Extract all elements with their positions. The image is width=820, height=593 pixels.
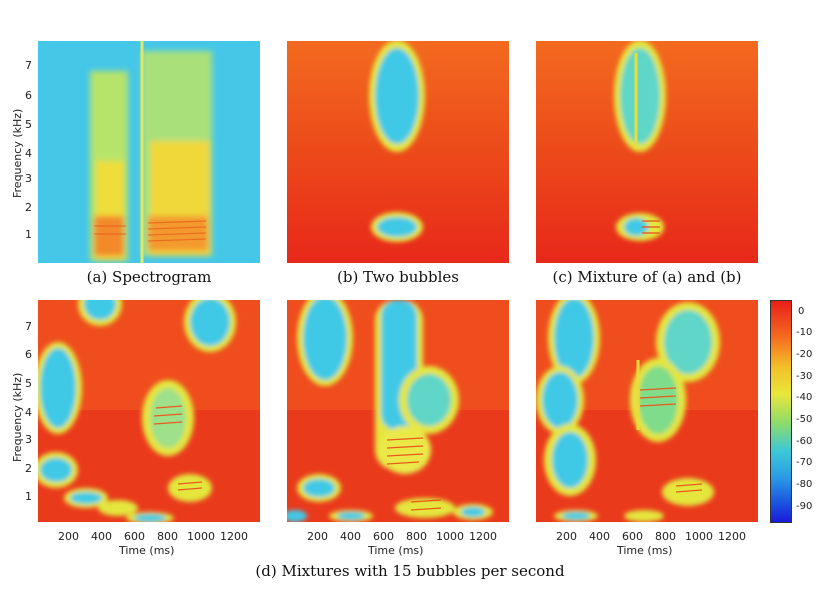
xtick-800-d1: 800 bbox=[157, 530, 178, 543]
y-axis-label-bottom: Frequency (kHz) bbox=[11, 372, 24, 462]
x-axis-label-d1: Time (ms) bbox=[119, 544, 175, 557]
caption-c: (c) Mixture of (a) and (b) bbox=[552, 268, 742, 286]
caption-b: (b) Two bubbles bbox=[336, 268, 460, 286]
xtick-1200-d1: 1200 bbox=[220, 530, 248, 543]
xtick-1000-d2: 1000 bbox=[436, 530, 464, 543]
x-axis-label-d3: Time (ms) bbox=[617, 544, 673, 557]
ytick-1-bottom: 1 bbox=[25, 490, 32, 503]
cbtick-40: -40 bbox=[796, 392, 813, 403]
cbtick-20: -20 bbox=[796, 349, 813, 360]
ytick-1-top: 1 bbox=[25, 228, 32, 241]
xtick-1200-d3: 1200 bbox=[718, 530, 746, 543]
ytick-5-bottom: 5 bbox=[25, 377, 32, 390]
cbtick-10: -10 bbox=[796, 327, 813, 338]
y-axis-label-top: Frequency (kHz) bbox=[11, 108, 24, 198]
ytick-2-bottom: 2 bbox=[25, 462, 32, 475]
ytick-6-bottom: 6 bbox=[25, 348, 32, 361]
xtick-800-d2: 800 bbox=[406, 530, 427, 543]
panel-d2-mixture bbox=[287, 300, 509, 522]
ytick-4-top: 4 bbox=[25, 147, 32, 160]
cbtick-90: -90 bbox=[796, 501, 813, 512]
panel-b-two-bubbles bbox=[287, 41, 509, 263]
xtick-400-d1: 400 bbox=[91, 530, 112, 543]
ytick-6-top: 6 bbox=[25, 89, 32, 102]
xtick-400-d2: 400 bbox=[340, 530, 361, 543]
panel-d1-mixture bbox=[38, 300, 260, 522]
xtick-200-d3: 200 bbox=[556, 530, 577, 543]
xtick-600-d3: 600 bbox=[622, 530, 643, 543]
xtick-1200-d2: 1200 bbox=[469, 530, 497, 543]
ytick-7-bottom: 7 bbox=[25, 320, 32, 333]
xtick-400-d3: 400 bbox=[589, 530, 610, 543]
ytick-7-top: 7 bbox=[25, 59, 32, 72]
xtick-600-d2: 600 bbox=[373, 530, 394, 543]
ytick-3-top: 3 bbox=[25, 172, 32, 185]
xtick-1000-d3: 1000 bbox=[685, 530, 713, 543]
cbtick-60: -60 bbox=[796, 436, 813, 447]
caption-a: (a) Spectrogram bbox=[86, 268, 212, 286]
ytick-5-top: 5 bbox=[25, 118, 32, 131]
cbtick-70: -70 bbox=[796, 457, 813, 468]
cbtick-50: -50 bbox=[796, 414, 813, 425]
cbtick-80: -80 bbox=[796, 479, 813, 490]
ytick-4-bottom: 4 bbox=[25, 406, 32, 419]
cbtick-30: -30 bbox=[796, 371, 813, 382]
xtick-600-d1: 600 bbox=[124, 530, 145, 543]
colorbar bbox=[770, 300, 792, 523]
panel-c-mixture bbox=[536, 41, 758, 263]
panel-a-spectrogram bbox=[38, 41, 260, 263]
panel-d3-mixture bbox=[536, 300, 758, 522]
xtick-800-d3: 800 bbox=[655, 530, 676, 543]
xtick-200-d2: 200 bbox=[307, 530, 328, 543]
ytick-3-bottom: 3 bbox=[25, 433, 32, 446]
caption-d: (d) Mixtures with 15 bubbles per second bbox=[255, 562, 565, 580]
ytick-2-top: 2 bbox=[25, 201, 32, 214]
xtick-200-d1: 200 bbox=[58, 530, 79, 543]
xtick-1000-d1: 1000 bbox=[187, 530, 215, 543]
cbtick-0: 0 bbox=[798, 306, 805, 317]
x-axis-label-d2: Time (ms) bbox=[368, 544, 424, 557]
